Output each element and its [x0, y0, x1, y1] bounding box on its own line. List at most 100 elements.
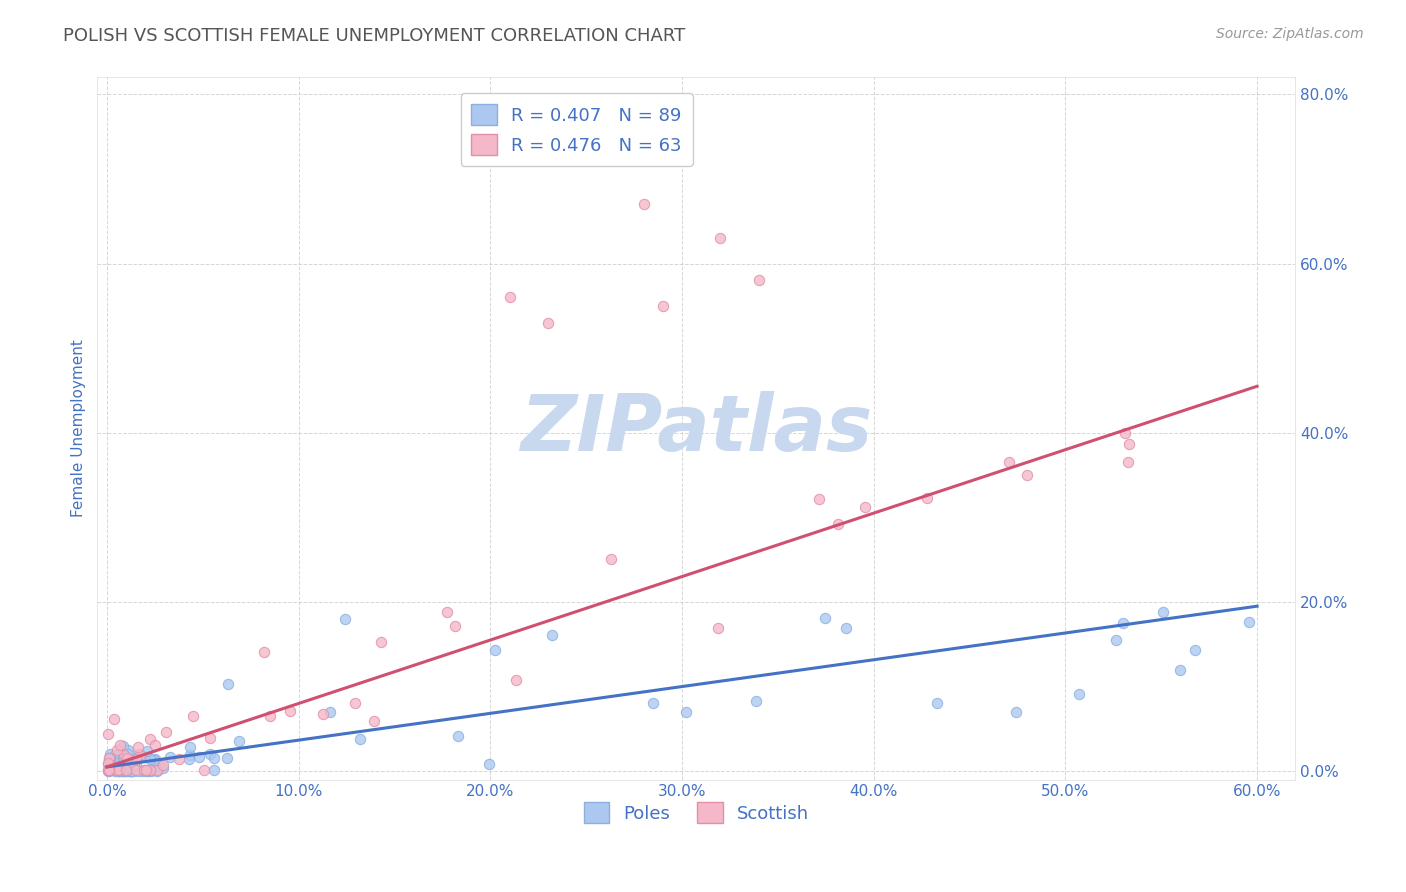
Point: [111, 764, 134, 778]
Point: [915, 491, 938, 505]
Point: [111, 739, 134, 754]
Point: [111, 751, 134, 765]
Point: [193, 763, 215, 777]
Point: [200, 747, 222, 761]
Point: [675, 705, 697, 719]
Point: [537, 316, 560, 330]
Point: [1239, 615, 1261, 630]
Point: [136, 764, 159, 778]
Point: [97, 756, 120, 771]
Point: [108, 764, 131, 778]
Point: [436, 605, 458, 619]
Text: ZIPatlas: ZIPatlas: [520, 391, 873, 467]
Point: [478, 757, 501, 772]
Point: [101, 761, 124, 775]
Point: [124, 752, 146, 766]
Point: [834, 621, 856, 635]
Point: [344, 696, 367, 710]
Point: [115, 763, 138, 777]
Point: [827, 517, 849, 532]
Point: [1067, 687, 1090, 701]
Point: [202, 750, 225, 764]
Point: [228, 734, 250, 748]
Point: [111, 755, 134, 769]
Text: POLISH VS SCOTTISH FEMALE UNEMPLOYMENT CORRELATION CHART: POLISH VS SCOTTISH FEMALE UNEMPLOYMENT C…: [63, 27, 686, 45]
Point: [1118, 437, 1140, 451]
Point: [707, 622, 730, 636]
Point: [139, 764, 162, 778]
Point: [139, 732, 162, 747]
Point: [117, 762, 139, 776]
Point: [1105, 633, 1128, 648]
Point: [103, 755, 125, 769]
Point: [114, 764, 136, 778]
Point: [125, 764, 148, 778]
Point: [127, 764, 149, 778]
Point: [135, 764, 157, 778]
Point: [748, 273, 770, 287]
Point: [1152, 605, 1174, 619]
Legend: Poles, Scottish: Poles, Scottish: [572, 791, 820, 834]
Point: [107, 764, 129, 778]
Point: [125, 757, 148, 772]
Point: [179, 739, 201, 754]
Point: [104, 748, 127, 763]
Point: [1114, 425, 1136, 440]
Point: [120, 764, 142, 778]
Point: [124, 752, 146, 766]
Point: [121, 764, 143, 778]
Point: [115, 758, 138, 772]
Point: [152, 761, 174, 775]
Point: [121, 753, 143, 767]
Point: [1184, 643, 1206, 657]
Point: [104, 763, 127, 777]
Point: [128, 747, 150, 762]
Point: [1015, 468, 1038, 483]
Point: [709, 231, 731, 245]
Point: [143, 752, 166, 766]
Point: [641, 697, 664, 711]
Point: [104, 764, 127, 778]
Point: [808, 492, 831, 507]
Point: [118, 756, 141, 771]
Point: [370, 635, 392, 649]
Point: [127, 740, 149, 755]
Point: [651, 299, 673, 313]
Point: [853, 500, 876, 515]
Point: [217, 677, 239, 691]
Point: [745, 694, 768, 708]
Point: [110, 764, 132, 778]
Point: [104, 764, 127, 778]
Point: [112, 764, 135, 778]
Point: [135, 764, 157, 778]
Point: [97, 751, 120, 765]
Point: [97, 726, 120, 740]
Point: [121, 764, 143, 778]
Point: [253, 645, 276, 659]
Point: [117, 743, 139, 757]
Point: [1112, 616, 1135, 631]
Point: [122, 757, 145, 772]
Point: [98, 764, 121, 778]
Point: [814, 610, 837, 624]
Point: [259, 709, 281, 723]
Point: [148, 757, 170, 772]
Point: [112, 748, 135, 763]
Point: [159, 750, 181, 764]
Point: [202, 764, 225, 778]
Point: [333, 611, 356, 625]
Point: [998, 455, 1021, 469]
Point: [146, 764, 169, 778]
Point: [107, 764, 129, 778]
Point: [97, 757, 120, 772]
Point: [115, 764, 138, 778]
Point: [114, 761, 136, 775]
Point: [97, 764, 120, 778]
Point: [146, 764, 169, 778]
Point: [108, 762, 131, 776]
Point: [114, 764, 136, 778]
Point: [107, 764, 129, 778]
Point: [319, 705, 342, 719]
Point: [484, 643, 506, 657]
Point: [633, 197, 655, 211]
